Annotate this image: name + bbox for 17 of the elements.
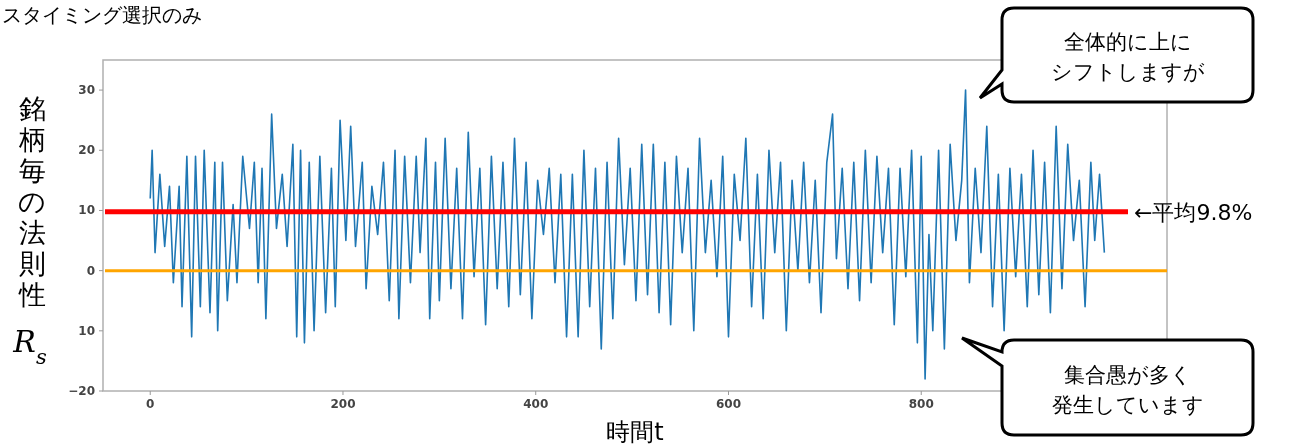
- x-tick-label: 400: [523, 397, 549, 411]
- y-tick-label: 10: [78, 203, 95, 218]
- y-tick-label: 10: [78, 323, 95, 338]
- x-tick-label: 600: [715, 397, 742, 411]
- x-tick-label: 0: [146, 397, 155, 411]
- x-tick-label: 200: [330, 397, 356, 411]
- annotation: 集合愚が多く発生しています: [1051, 362, 1204, 417]
- ref-line-label: ←平均9.8%: [1134, 199, 1253, 225]
- x-axis-title: 時間t: [606, 418, 664, 446]
- x-tick-label: 800: [908, 397, 934, 411]
- y-tick-label: 0: [86, 263, 95, 278]
- annotation: 全体的に上にシフトしますが: [1050, 30, 1205, 84]
- y-tick-label: 30: [78, 83, 95, 98]
- text: 銘柄毎の法則性 R$_{s}$: [13, 93, 47, 369]
- y-tick-label: 20: [78, 143, 95, 158]
- y-tick-label: −20: [68, 384, 95, 398]
- chart-title: スタイミング選択のみ: [2, 3, 202, 27]
